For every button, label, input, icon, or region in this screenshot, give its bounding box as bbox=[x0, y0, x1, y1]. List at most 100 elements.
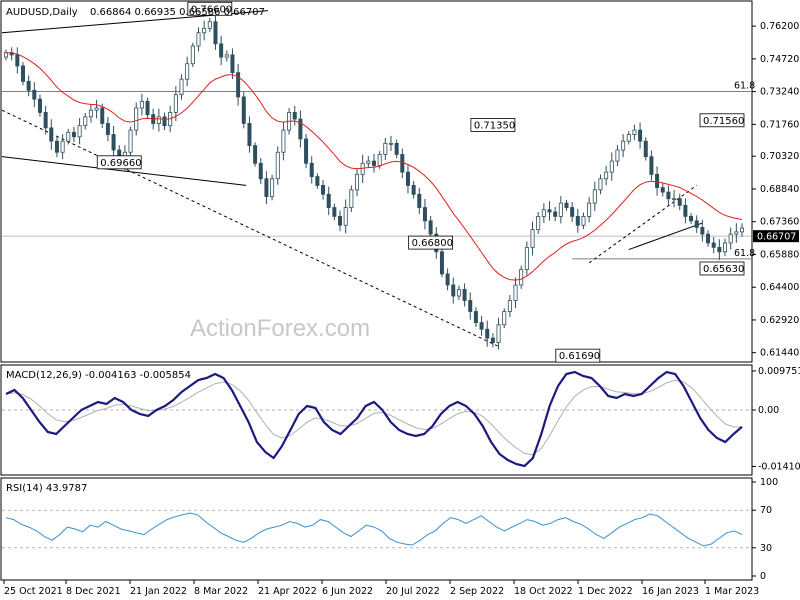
price-tick-label: 0.70320 bbox=[760, 151, 799, 162]
candle-body bbox=[417, 193, 422, 208]
symbol-label: AUDUSD bbox=[6, 7, 50, 18]
candle-body bbox=[439, 251, 444, 275]
x-tick-label: 8 Dec 2021 bbox=[66, 586, 121, 597]
candle-body bbox=[660, 187, 665, 193]
candle-body bbox=[15, 54, 20, 67]
candle-body bbox=[388, 142, 393, 145]
rsi-tick-label: 0 bbox=[760, 571, 766, 582]
x-tick-label: 18 Oct 2022 bbox=[514, 586, 573, 597]
candle-body bbox=[66, 131, 71, 142]
candle-body bbox=[258, 162, 263, 180]
candle-body bbox=[592, 189, 597, 204]
price-tick-label: 0.65880 bbox=[760, 249, 799, 260]
candle-body bbox=[422, 207, 427, 222]
x-tick-label: 20 Jul 2022 bbox=[386, 586, 440, 597]
candle-body bbox=[547, 209, 552, 213]
candle-body bbox=[445, 273, 450, 286]
candle-body bbox=[575, 215, 580, 226]
candle-body bbox=[604, 171, 609, 180]
candle-body bbox=[394, 142, 399, 155]
macd-line bbox=[5, 370, 743, 468]
price-annotation-box bbox=[699, 261, 745, 276]
candle-body bbox=[564, 202, 569, 208]
candle-body bbox=[100, 107, 105, 124]
candle-body bbox=[247, 123, 252, 146]
candle-body bbox=[706, 233, 711, 244]
candle-body bbox=[281, 129, 286, 153]
macd-signal-line bbox=[5, 379, 743, 456]
symbol-title: AUDUSD,Daily bbox=[6, 7, 78, 18]
candle-body bbox=[462, 289, 467, 301]
candle-body bbox=[638, 129, 643, 142]
candle-body bbox=[570, 207, 575, 217]
candle-body bbox=[190, 45, 195, 65]
candle-body bbox=[615, 149, 620, 162]
candle-body bbox=[723, 242, 728, 253]
price-tick-label: 0.73240 bbox=[760, 87, 799, 98]
candle-body bbox=[355, 173, 360, 191]
candle-body bbox=[253, 145, 258, 164]
rsi-tick-label: 30 bbox=[760, 543, 772, 554]
candle-body bbox=[315, 176, 320, 186]
candle-body bbox=[530, 229, 535, 248]
candle-body bbox=[558, 202, 563, 217]
fib-label: 61.8 bbox=[734, 80, 755, 91]
candle-body bbox=[456, 289, 461, 297]
candle-body bbox=[655, 173, 660, 189]
candle-body bbox=[236, 72, 241, 98]
candle-body bbox=[202, 27, 207, 34]
candle-body bbox=[338, 215, 343, 226]
candle-body bbox=[694, 220, 699, 228]
candle-body bbox=[683, 204, 688, 217]
price-annotation-box bbox=[187, 1, 233, 16]
moving-average-line bbox=[5, 52, 743, 281]
candle-body bbox=[468, 300, 473, 312]
candle-body bbox=[383, 142, 388, 155]
candle-body bbox=[60, 140, 65, 153]
candle-body bbox=[207, 21, 212, 29]
price-header: AUDUSD,Daily 0.66864 0.66935 0.66586 0.6… bbox=[6, 7, 265, 18]
candle-body bbox=[88, 109, 93, 118]
price-annotation-label: 0.71560 bbox=[703, 116, 744, 127]
candle-body bbox=[20, 65, 25, 82]
candle-body bbox=[451, 284, 456, 297]
candle-body bbox=[49, 127, 54, 142]
candle-body bbox=[94, 107, 99, 111]
price-annotation-box bbox=[470, 118, 516, 132]
rsi-layer bbox=[2, 509, 751, 549]
symbol-sep: , bbox=[49, 7, 52, 18]
candle-body bbox=[37, 98, 42, 113]
candle-body bbox=[428, 220, 433, 235]
candle-body bbox=[598, 178, 603, 191]
candle-body bbox=[700, 227, 705, 235]
candle-body bbox=[156, 116, 161, 124]
macd-pane-frame bbox=[0, 364, 753, 476]
lower-channel-line bbox=[1, 156, 247, 186]
candle-body bbox=[649, 156, 654, 175]
x-tick-label: 16 Jan 2023 bbox=[642, 586, 699, 597]
x-tick-label: 21 Jan 2022 bbox=[130, 586, 187, 597]
current-price-box bbox=[753, 230, 799, 243]
candle-body bbox=[145, 100, 150, 116]
watermark: ActionForex.com bbox=[190, 315, 370, 342]
candle-body bbox=[479, 322, 484, 330]
candle-body bbox=[54, 140, 59, 153]
fib-label: 61.8 bbox=[734, 248, 755, 259]
price-tick-label: 0.71760 bbox=[760, 119, 799, 130]
price-annotation-label: 0.66800 bbox=[412, 238, 453, 249]
candle-body bbox=[241, 96, 246, 124]
candle-body bbox=[632, 129, 637, 135]
candle-body bbox=[502, 311, 507, 326]
candle-body bbox=[541, 209, 546, 217]
candle-body bbox=[321, 185, 326, 195]
timeframe-label: Daily bbox=[52, 7, 77, 18]
price-tick-label: 0.76200 bbox=[760, 21, 799, 32]
candle-body bbox=[553, 211, 558, 217]
price-annotation-label: 0.65630 bbox=[703, 264, 744, 275]
candle-body bbox=[71, 131, 76, 138]
candle-body bbox=[298, 118, 303, 140]
macd-tick-label: -0.014107 bbox=[758, 461, 800, 472]
price-annotation-box bbox=[699, 113, 745, 128]
candle-body bbox=[77, 125, 82, 138]
